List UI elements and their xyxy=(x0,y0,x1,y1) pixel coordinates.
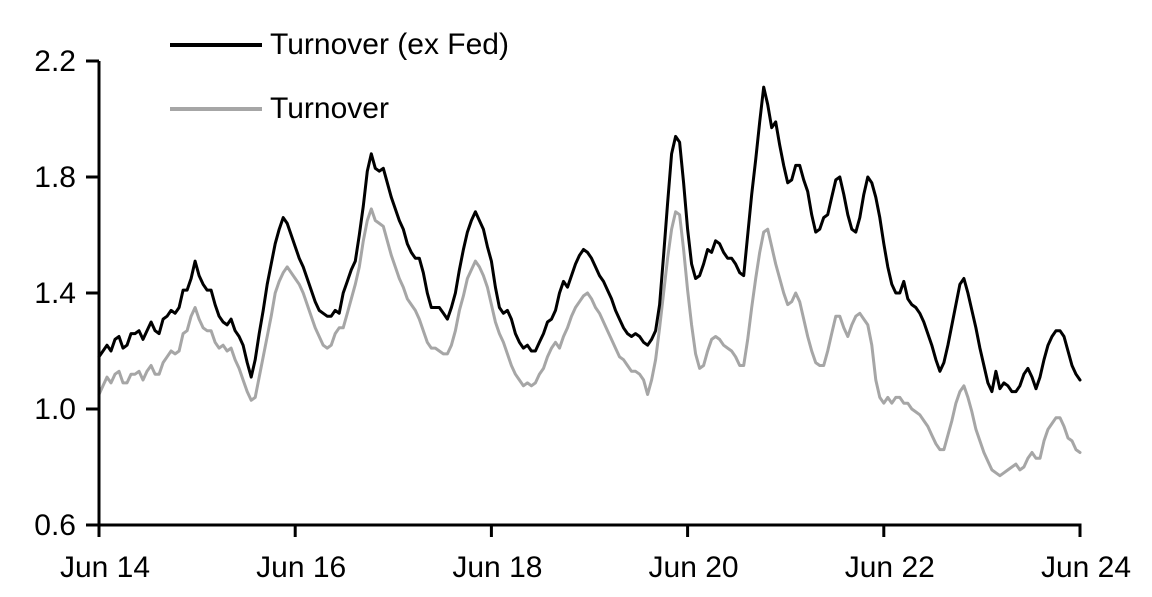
y-tick-label: 2.2 xyxy=(34,45,76,78)
y-tick-label: 1.8 xyxy=(34,161,76,194)
x-tick-label: Jun 24 xyxy=(1041,551,1131,584)
y-tick-label: 1.0 xyxy=(34,393,76,426)
legend-item-turnover: Turnover xyxy=(170,88,509,130)
legend-line-black-icon xyxy=(170,43,262,47)
x-tick-label: Jun 22 xyxy=(845,551,935,584)
legend-label-turnover: Turnover xyxy=(270,92,389,125)
series-line-turnover-ex-fed xyxy=(97,85,1082,394)
x-tick-label: Jun 20 xyxy=(649,551,739,584)
x-tick-label: Jun 16 xyxy=(256,551,346,584)
legend-label-turnover-ex-fed: Turnover (ex Fed) xyxy=(270,28,509,61)
legend-line-gray-icon xyxy=(170,107,262,111)
series-line-turnover xyxy=(97,207,1082,478)
chart-legend: Turnover (ex Fed) Turnover xyxy=(170,24,509,130)
legend-item-turnover-ex-fed: Turnover (ex Fed) xyxy=(170,24,509,66)
y-tick-label: 0.6 xyxy=(34,509,76,542)
x-tick-label: Jun 18 xyxy=(452,551,542,584)
y-tick-label: 1.4 xyxy=(34,277,76,310)
x-tick-label: Jun 14 xyxy=(60,551,150,584)
